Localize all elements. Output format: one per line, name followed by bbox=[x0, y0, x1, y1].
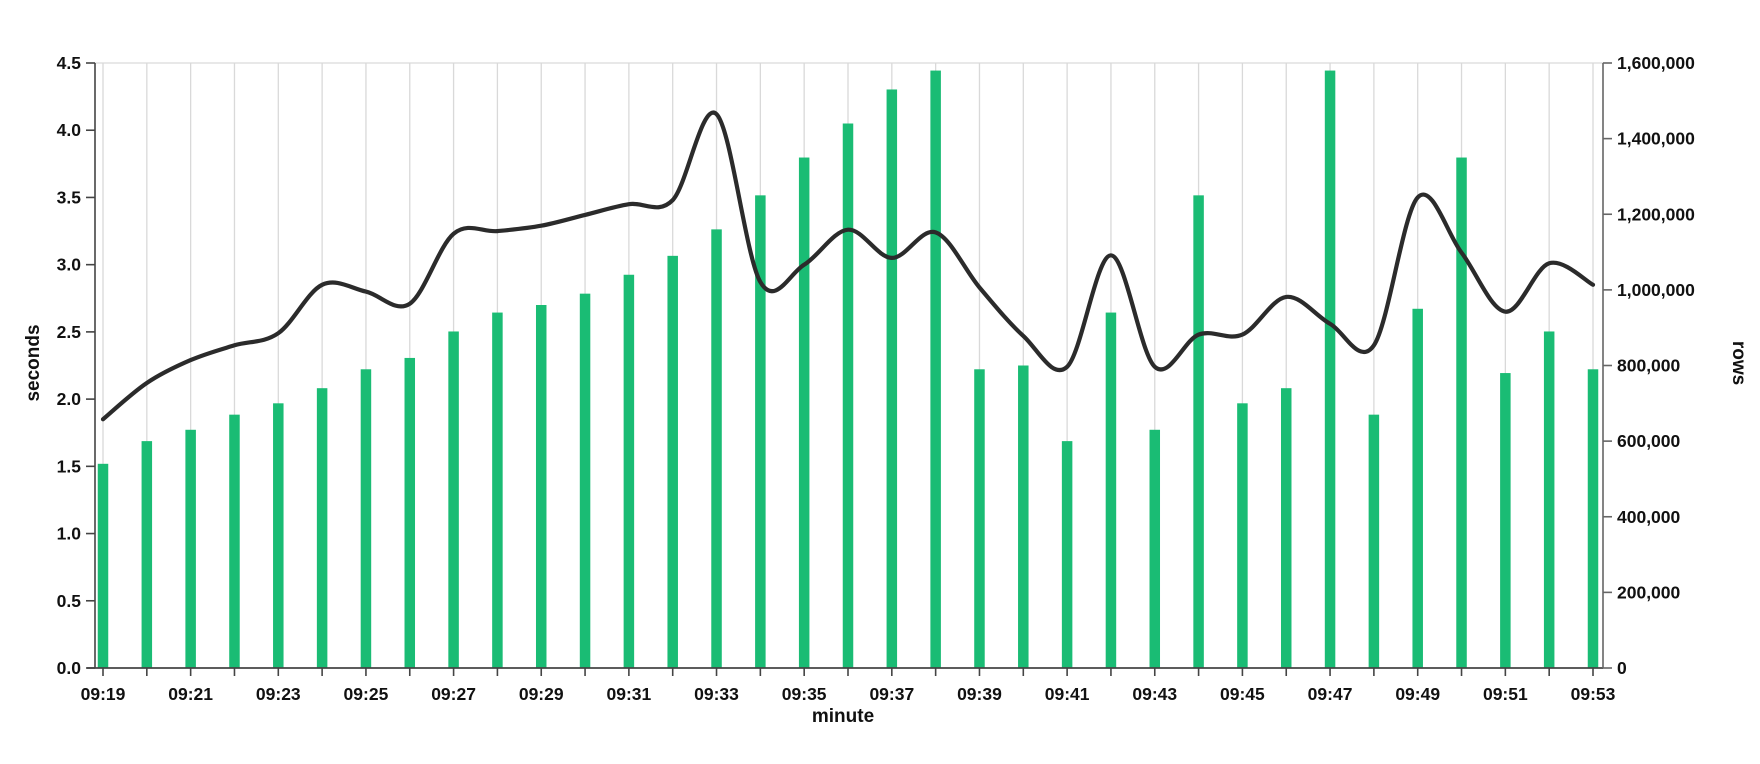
bar-09:51[interactable] bbox=[1500, 373, 1511, 668]
x-axis-tick-label: 09:21 bbox=[168, 684, 213, 704]
right-axis-title: rows bbox=[1728, 340, 1749, 386]
bar-09:24[interactable] bbox=[316, 388, 328, 668]
left-axis-tick-label: 4.5 bbox=[57, 53, 82, 73]
bar-09:53[interactable] bbox=[1587, 369, 1599, 668]
bar-09:28[interactable] bbox=[492, 312, 503, 668]
bar-09:52[interactable] bbox=[1543, 331, 1555, 668]
bar-09:48[interactable] bbox=[1368, 414, 1380, 668]
bar-09:25[interactable] bbox=[360, 369, 372, 668]
x-axis-tick-label: 09:41 bbox=[1045, 684, 1090, 704]
bar-09:46[interactable] bbox=[1280, 388, 1292, 668]
x-axis-title: minute bbox=[811, 706, 875, 727]
bar-09:39[interactable] bbox=[974, 369, 985, 668]
bar-09:23[interactable] bbox=[273, 403, 284, 668]
right-axis-tick-label: 1,600,000 bbox=[1617, 53, 1695, 73]
x-axis-tick-label: 09:45 bbox=[1220, 684, 1265, 704]
left-axis-tick-label: 4.0 bbox=[57, 120, 82, 140]
bar-09:35[interactable] bbox=[798, 157, 810, 668]
x-axis-tick-label: 09:23 bbox=[256, 684, 301, 704]
bar-09:32[interactable] bbox=[667, 255, 678, 668]
right-axis-tick-label: 400,000 bbox=[1617, 507, 1681, 527]
x-axis-tick-label: 09:25 bbox=[344, 684, 389, 704]
right-axis-tick-label: 0 bbox=[1617, 658, 1627, 678]
bar-09:41[interactable] bbox=[1061, 441, 1073, 668]
seconds-line bbox=[100, 110, 1596, 422]
bar-09:20[interactable] bbox=[141, 441, 153, 668]
left-axis-tick-label: 0.5 bbox=[57, 591, 82, 611]
left-axis-tick-label: 1.0 bbox=[57, 524, 82, 544]
bar-09:45[interactable] bbox=[1237, 403, 1248, 668]
bar-09:36[interactable] bbox=[842, 123, 854, 669]
left-axis-tick-label: 2.5 bbox=[57, 322, 82, 342]
left-axis-tick-label: 0.0 bbox=[57, 658, 82, 678]
bar-09:42[interactable] bbox=[1105, 312, 1117, 668]
bar-09:49[interactable] bbox=[1412, 308, 1423, 668]
bar-09:43[interactable] bbox=[1149, 429, 1161, 668]
x-axis-tick-label: 09:27 bbox=[431, 684, 476, 704]
bar-09:29[interactable] bbox=[535, 305, 547, 668]
bar-09:33[interactable] bbox=[711, 229, 722, 668]
right-axis-tick-label: 1,400,000 bbox=[1617, 129, 1695, 149]
bar-09:30[interactable] bbox=[579, 293, 591, 668]
bar-09:19[interactable] bbox=[97, 463, 109, 668]
bar-09:21[interactable] bbox=[185, 429, 196, 668]
x-axis-tick-label: 09:49 bbox=[1395, 684, 1440, 704]
x-axis-tick-label: 09:19 bbox=[81, 684, 126, 704]
left-axis-tick-label: 3.0 bbox=[57, 255, 82, 275]
bar-09:34[interactable] bbox=[755, 195, 766, 668]
left-axis-title: seconds bbox=[23, 324, 44, 402]
x-axis-tick-label: 09:39 bbox=[957, 684, 1002, 704]
x-axis-tick-label: 09:47 bbox=[1308, 684, 1353, 704]
bar-09:31[interactable] bbox=[623, 274, 635, 668]
right-axis-tick-label: 200,000 bbox=[1617, 582, 1681, 602]
bar-09:44[interactable] bbox=[1193, 195, 1204, 668]
bar-09:50[interactable] bbox=[1456, 157, 1467, 668]
bar-09:38[interactable] bbox=[930, 70, 941, 668]
right-axis-tick-label: 1,000,000 bbox=[1617, 280, 1695, 300]
x-axis-tick-label: 09:43 bbox=[1132, 684, 1177, 704]
bar-09:37[interactable] bbox=[886, 89, 898, 668]
right-axis-tick-label: 800,000 bbox=[1617, 356, 1681, 376]
x-axis-tick-label: 09:31 bbox=[606, 684, 651, 704]
bar-09:47[interactable] bbox=[1324, 70, 1336, 668]
x-axis-tick-label: 09:33 bbox=[694, 684, 739, 704]
x-axis-tick-label: 09:37 bbox=[869, 684, 914, 704]
left-axis-tick-label: 3.5 bbox=[57, 187, 82, 207]
left-axis-tick-label: 1.5 bbox=[57, 456, 82, 476]
right-axis-tick-label: 600,000 bbox=[1617, 431, 1681, 451]
bar-09:27[interactable] bbox=[448, 331, 459, 668]
x-axis-tick-label: 09:51 bbox=[1483, 684, 1528, 704]
x-axis-tick-label: 09:29 bbox=[519, 684, 564, 704]
bar-09:40[interactable] bbox=[1018, 365, 1029, 669]
bar-09:26[interactable] bbox=[404, 357, 416, 668]
x-axis-tick-label: 09:53 bbox=[1571, 684, 1616, 704]
x-axis-tick-label: 09:35 bbox=[782, 684, 827, 704]
left-axis-tick-label: 2.0 bbox=[57, 389, 82, 409]
bar-09:22[interactable] bbox=[229, 414, 240, 668]
right-axis-tick-label: 1,200,000 bbox=[1617, 204, 1695, 224]
